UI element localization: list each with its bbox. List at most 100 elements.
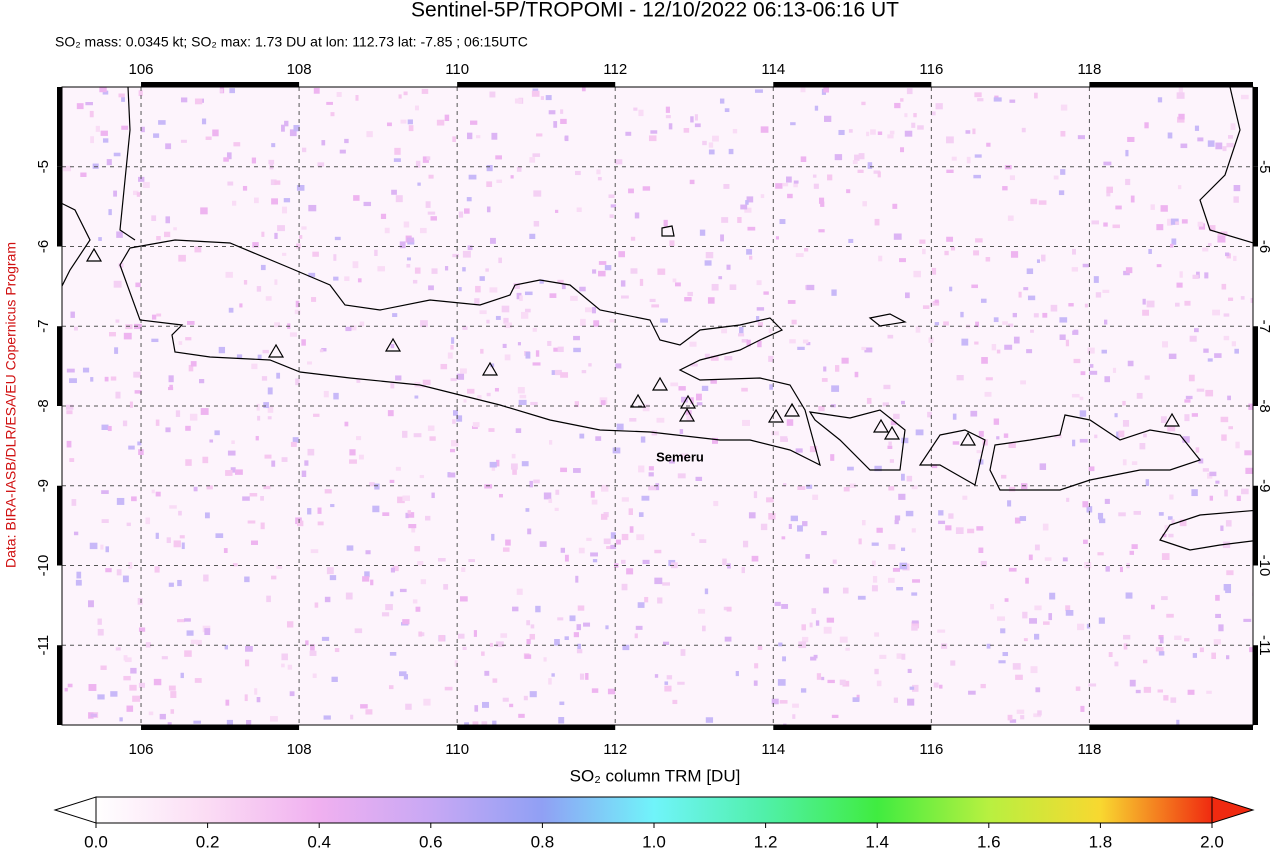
retrieval-pixel	[922, 248, 926, 255]
retrieval-pixel	[1215, 480, 1220, 484]
retrieval-pixel	[1144, 122, 1149, 129]
retrieval-pixel	[872, 575, 878, 583]
retrieval-pixel	[548, 678, 552, 685]
retrieval-pixel	[878, 255, 883, 262]
retrieval-pixel	[185, 337, 192, 341]
retrieval-pixel	[554, 369, 562, 376]
retrieval-pixel	[502, 343, 507, 349]
retrieval-pixel	[1104, 376, 1111, 383]
retrieval-pixel	[946, 236, 954, 242]
retrieval-pixel	[352, 261, 359, 269]
retrieval-pixel	[466, 197, 472, 202]
retrieval-pixel	[579, 433, 585, 439]
retrieval-pixel	[418, 631, 423, 637]
retrieval-pixel	[900, 400, 905, 405]
retrieval-pixel	[274, 180, 281, 185]
retrieval-pixel	[113, 280, 122, 288]
retrieval-pixel	[810, 656, 817, 661]
retrieval-pixel	[319, 349, 324, 353]
retrieval-pixel	[1197, 221, 1204, 227]
retrieval-pixel	[1159, 637, 1164, 644]
retrieval-pixel	[702, 140, 707, 146]
retrieval-pixel	[702, 625, 706, 632]
retrieval-pixel	[301, 470, 307, 477]
retrieval-pixel	[1089, 364, 1094, 368]
retrieval-pixel	[1008, 442, 1016, 449]
retrieval-pixel	[654, 577, 663, 585]
retrieval-pixel	[63, 165, 72, 172]
retrieval-pixel	[344, 138, 349, 144]
retrieval-pixel	[600, 513, 608, 520]
retrieval-pixel	[1179, 519, 1187, 527]
retrieval-pixel	[1097, 552, 1104, 556]
retrieval-pixel	[985, 256, 991, 262]
retrieval-pixel	[980, 683, 986, 689]
retrieval-pixel	[560, 372, 569, 378]
colorbar-tick-label: 0.6	[419, 832, 443, 851]
retrieval-pixel	[484, 484, 493, 489]
retrieval-pixel	[69, 378, 77, 384]
retrieval-pixel	[756, 280, 762, 286]
retrieval-pixel	[1207, 358, 1213, 362]
retrieval-pixel	[721, 328, 728, 334]
retrieval-pixel	[355, 95, 359, 101]
retrieval-pixel	[1002, 321, 1008, 325]
retrieval-pixel	[1122, 420, 1130, 427]
retrieval-pixel	[628, 188, 634, 194]
retrieval-pixel	[444, 266, 449, 271]
retrieval-pixel	[975, 321, 980, 328]
retrieval-pixel	[168, 386, 174, 391]
retrieval-pixel	[425, 515, 431, 521]
retrieval-pixel	[787, 193, 793, 199]
retrieval-pixel	[1122, 400, 1126, 406]
retrieval-pixel	[907, 698, 915, 706]
retrieval-pixel	[302, 147, 307, 153]
retrieval-pixel	[1161, 553, 1170, 561]
retrieval-pixel	[621, 583, 628, 591]
retrieval-pixel	[188, 364, 194, 372]
retrieval-pixel	[232, 200, 237, 206]
retrieval-pixel	[644, 596, 649, 603]
retrieval-pixel	[179, 535, 185, 539]
retrieval-pixel	[488, 428, 495, 432]
y-tick-label: -9	[1256, 479, 1272, 492]
retrieval-pixel	[450, 378, 457, 382]
retrieval-pixel	[1156, 224, 1164, 231]
retrieval-pixel	[1038, 200, 1047, 205]
retrieval-pixel	[1108, 652, 1113, 658]
retrieval-pixel	[173, 540, 181, 548]
retrieval-pixel	[848, 238, 854, 243]
retrieval-pixel	[763, 291, 769, 295]
retrieval-pixel	[771, 431, 779, 436]
retrieval-pixel	[269, 163, 274, 170]
pixel-layer	[63, 87, 1253, 725]
retrieval-pixel	[974, 154, 982, 158]
retrieval-pixel	[395, 466, 401, 471]
retrieval-pixel	[781, 536, 786, 540]
retrieval-pixel	[357, 278, 362, 283]
x-tick-label: 116	[919, 61, 943, 78]
retrieval-pixel	[689, 179, 695, 185]
retrieval-pixel	[887, 577, 895, 583]
retrieval-pixel	[138, 176, 145, 182]
retrieval-pixel	[175, 410, 181, 417]
retrieval-pixel	[467, 245, 473, 251]
retrieval-pixel	[792, 703, 799, 708]
retrieval-pixel	[395, 375, 402, 381]
retrieval-pixel	[254, 688, 258, 695]
axis-bar	[1253, 326, 1258, 406]
retrieval-pixel	[1228, 297, 1234, 301]
retrieval-pixel	[391, 189, 397, 195]
retrieval-pixel	[90, 713, 97, 717]
retrieval-pixel	[1022, 611, 1028, 619]
retrieval-pixel	[1034, 633, 1040, 640]
retrieval-pixel	[118, 93, 125, 98]
retrieval-pixel	[527, 528, 532, 535]
coastline	[62, 202, 91, 288]
retrieval-pixel	[252, 242, 259, 248]
retrieval-pixel	[1009, 719, 1017, 723]
retrieval-pixel	[820, 201, 825, 207]
retrieval-pixel	[242, 496, 250, 501]
retrieval-pixel	[1171, 519, 1175, 525]
retrieval-pixel	[1245, 467, 1253, 474]
